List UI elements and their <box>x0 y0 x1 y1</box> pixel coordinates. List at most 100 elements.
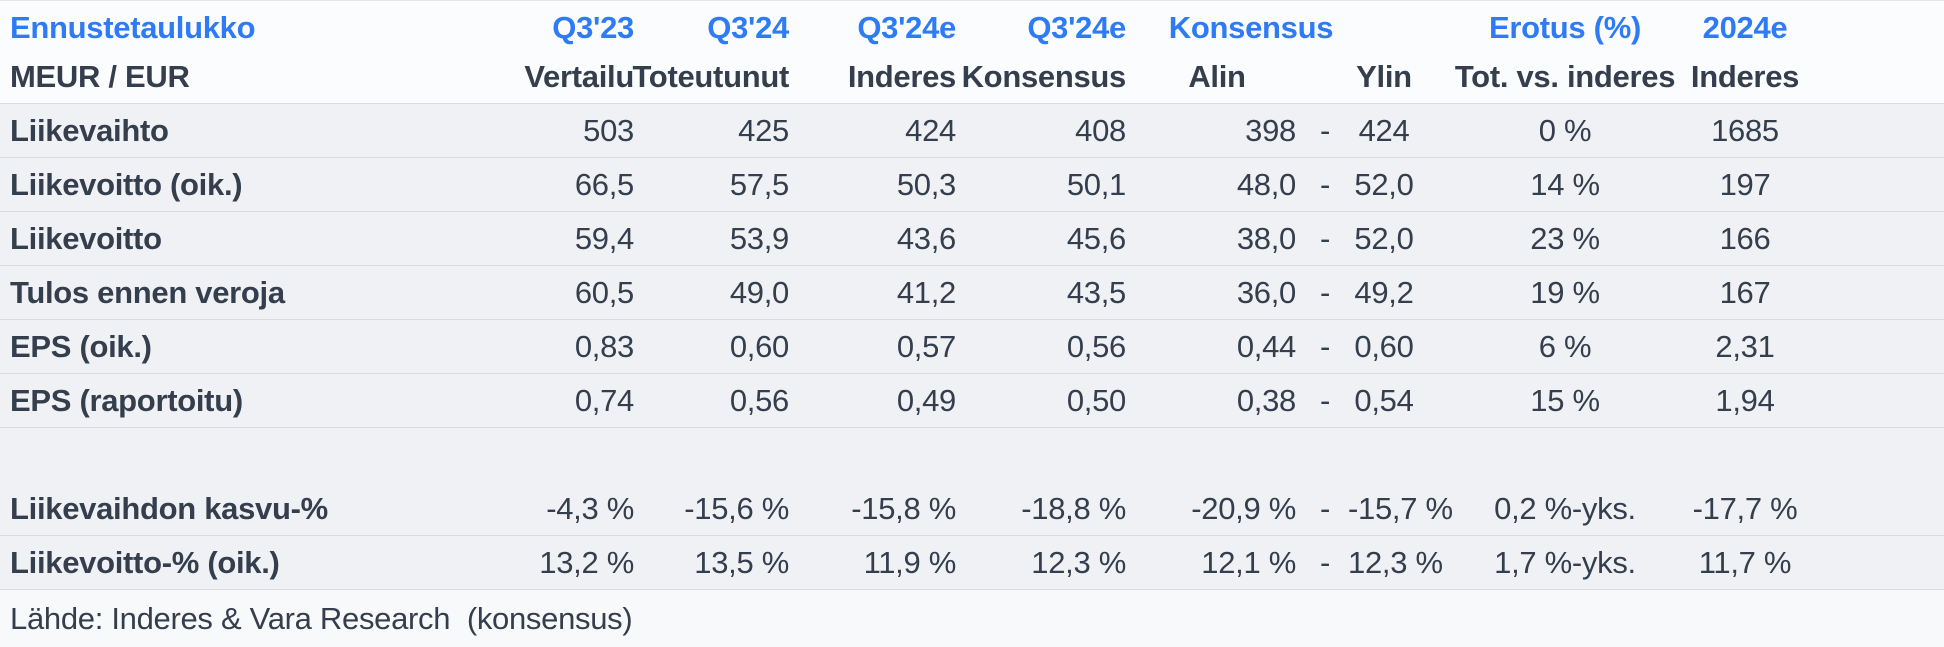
subheader-alin: Alin <box>1188 59 1246 94</box>
cell-ylin: -15,7 % <box>1348 490 1453 526</box>
cell-2024e: 11,7 % <box>1698 544 1792 580</box>
cell-ylin: 424 <box>1358 112 1410 148</box>
table-header: Ennustetaulukko Q3'23 Q3'24 Q3'24e Q3'24… <box>0 1 1944 104</box>
cell-vertailu: 13,2 % <box>539 544 634 580</box>
cell-ylin: 49,2 <box>1354 274 1414 310</box>
cell-toteutunut: -15,6 % <box>684 490 789 526</box>
row-label: EPS (raportoitu) <box>10 382 243 418</box>
cell-2024e: 2,31 <box>1715 328 1775 364</box>
table-row: Liikevoitto 59,4 53,9 43,6 45,6 38,0 - 5… <box>0 212 1944 266</box>
cell-alin: 0,44 <box>1236 328 1296 364</box>
cell-toteutunut: 425 <box>738 112 789 148</box>
cell-erotus: 19 % <box>1530 274 1600 310</box>
cell-toteutunut: 0,56 <box>729 382 789 418</box>
cell-vertailu: 66,5 <box>574 166 634 202</box>
row-label: Liikevoitto <box>10 220 162 256</box>
cell-konsensus: 50,1 <box>1066 166 1126 202</box>
cell-erotus: 14 % <box>1530 166 1600 202</box>
cell-konsensus: 43,5 <box>1066 274 1126 310</box>
table-row: EPS (oik.) 0,83 0,60 0,57 0,56 0,44 - 0,… <box>0 320 1944 374</box>
range-dash: - <box>1319 382 1331 418</box>
cell-inderes: 0,57 <box>896 328 956 364</box>
cell-2024e: -17,7 % <box>1692 490 1798 526</box>
cell-2024e: 167 <box>1719 274 1771 310</box>
range-dash: - <box>1319 328 1331 364</box>
col-header-q3-24e-inderes: Q3'24e <box>857 10 956 45</box>
range-dash: - <box>1319 274 1331 310</box>
row-label: Liikevoitto-% (oik.) <box>10 544 280 580</box>
source-note: Lähde: Inderes & Vara Research (konsensu… <box>0 590 1944 647</box>
row-label: Tulos ennen veroja <box>10 274 285 310</box>
cell-vertailu: 59,4 <box>574 220 634 256</box>
cell-ylin: 12,3 % <box>1348 544 1443 580</box>
cell-inderes: 424 <box>905 112 956 148</box>
cell-alin: 0,38 <box>1236 382 1296 418</box>
cell-toteutunut: 49,0 <box>729 274 789 310</box>
cell-erotus: 0,2 %-yks. <box>1494 490 1636 526</box>
col-header-konsensus-range: Konsensus <box>1168 10 1334 45</box>
range-dash: - <box>1319 112 1331 148</box>
cell-inderes: -15,8 % <box>851 490 956 526</box>
cell-ylin: 52,0 <box>1354 166 1414 202</box>
col-header-erotus: Erotus (%) <box>1488 10 1641 45</box>
cell-erotus: 1,7 %-yks. <box>1494 544 1636 580</box>
header-row-sub: MEUR / EUR Vertailu Toteutunut Inderes K… <box>0 51 1944 103</box>
table-row: Liikevaihdon kasvu-% -4,3 % -15,6 % -15,… <box>0 482 1944 536</box>
table-row: Liikevoitto-% (oik.) 13,2 % 13,5 % 11,9 … <box>0 536 1944 590</box>
cell-alin: -20,9 % <box>1191 490 1296 526</box>
cell-2024e: 1685 <box>1711 112 1779 148</box>
cell-konsensus: 408 <box>1075 112 1126 148</box>
cell-inderes: 50,3 <box>896 166 956 202</box>
cell-erotus: 0 % <box>1538 112 1592 148</box>
table-row: Liikevoitto (oik.) 66,5 57,5 50,3 50,1 4… <box>0 158 1944 212</box>
row-label: Liikevaihdon kasvu-% <box>10 490 328 526</box>
cell-erotus: 23 % <box>1530 220 1600 256</box>
col-header-q3-24: Q3'24 <box>707 10 789 45</box>
col-header-q3-23: Q3'23 <box>552 10 634 45</box>
col-header-2024e: 2024e <box>1702 10 1788 45</box>
subheader-tot-vs-inderes: Tot. vs. inderes <box>1454 59 1676 94</box>
range-dash: - <box>1319 490 1331 526</box>
cell-inderes: 0,49 <box>896 382 956 418</box>
cell-alin: 398 <box>1245 112 1296 148</box>
subheader-inderes: Inderes <box>847 59 956 94</box>
cell-vertailu: 0,83 <box>574 328 634 364</box>
cell-vertailu: 60,5 <box>574 274 634 310</box>
cell-ylin: 52,0 <box>1354 220 1414 256</box>
subheader-konsensus: Konsensus <box>961 59 1127 94</box>
row-label: EPS (oik.) <box>10 328 152 364</box>
cell-alin: 12,1 % <box>1201 544 1296 580</box>
cell-2024e: 197 <box>1719 166 1771 202</box>
cell-vertailu: 0,74 <box>574 382 634 418</box>
cell-vertailu: 503 <box>583 112 634 148</box>
range-dash: - <box>1319 166 1331 202</box>
cell-2024e: 1,94 <box>1715 382 1775 418</box>
cell-ylin: 0,54 <box>1354 382 1414 418</box>
cell-erotus: 15 % <box>1530 382 1600 418</box>
empty-spacer-row <box>0 428 1944 482</box>
cell-2024e: 166 <box>1719 220 1771 256</box>
cell-konsensus: 12,3 % <box>1031 544 1126 580</box>
header-row-top: Ennustetaulukko Q3'23 Q3'24 Q3'24e Q3'24… <box>0 1 1944 51</box>
subheader-ylin: Ylin <box>1356 59 1412 94</box>
cell-inderes: 11,9 % <box>863 544 957 580</box>
cell-konsensus: 0,56 <box>1066 328 1126 364</box>
cell-alin: 48,0 <box>1236 166 1296 202</box>
table-row: EPS (raportoitu) 0,74 0,56 0,49 0,50 0,3… <box>0 374 1944 428</box>
range-dash: - <box>1319 220 1331 256</box>
row-label: Liikevaihto <box>10 112 169 148</box>
cell-konsensus: -18,8 % <box>1021 490 1126 526</box>
cell-konsensus: 45,6 <box>1066 220 1126 256</box>
unit-label: MEUR / EUR <box>10 59 190 94</box>
table-row: Liikevaihto 503 425 424 408 398 - 424 0 … <box>0 104 1944 158</box>
cell-konsensus: 0,50 <box>1066 382 1126 418</box>
cell-toteutunut: 53,9 <box>729 220 789 256</box>
subheader-toteutunut: Toteutunut <box>632 59 789 94</box>
row-label: Liikevoitto (oik.) <box>10 166 243 202</box>
subheader-inderes-2024: Inderes <box>1690 59 1800 94</box>
table-row: Tulos ennen veroja 60,5 49,0 41,2 43,5 3… <box>0 266 1944 320</box>
cell-alin: 38,0 <box>1236 220 1296 256</box>
subheader-vertailu: Vertailu <box>524 59 634 94</box>
range-dash: - <box>1319 544 1331 580</box>
